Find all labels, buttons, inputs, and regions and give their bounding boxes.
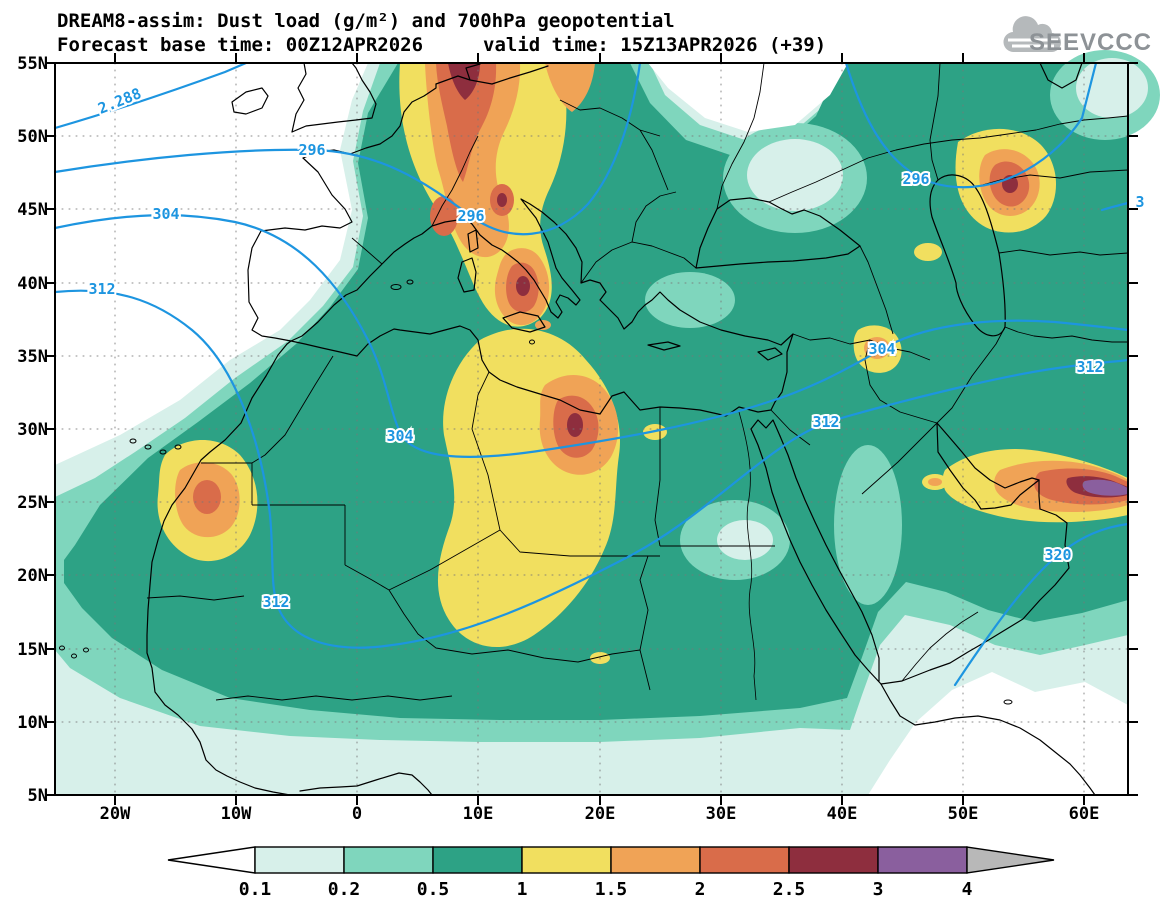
colorbar-label: 2.5: [773, 879, 806, 900]
colorbar-segment: [343, 846, 434, 874]
colorbar-label: 0.2: [328, 879, 361, 900]
lat-tick-label: 5N: [28, 786, 48, 806]
lon-tick-label: 50E: [948, 804, 979, 824]
dust-region-2: [193, 63, 1128, 514]
colorbar-label: 0.5: [417, 879, 450, 900]
geopotential-contours: 2.288 296 304 312 296 304 312 304 296 31…: [53, 61, 1147, 687]
axis-ticks: [45, 53, 1138, 805]
contour-label: 296: [902, 170, 929, 188]
clear-region-east-europe: [648, 63, 848, 132]
lat-tick-label: 15N: [17, 640, 48, 660]
colorbar-segment: [432, 846, 523, 874]
contour-label: 312: [1076, 358, 1103, 376]
lat-axis: 55N 50N 45N 40N 35N 30N 25N 20N 15N 10N …: [17, 54, 48, 806]
contour-label: 312: [262, 593, 289, 611]
country-borders: [146, 62, 1129, 701]
contour-296-east: [844, 61, 1098, 189]
colorbar-segment: [788, 846, 879, 874]
low-dust-patches: [645, 50, 1160, 605]
figure-valid-time: valid time: 15Z13APR2026 (+39): [483, 34, 826, 56]
lat-tick-label: 40N: [17, 274, 48, 294]
lon-tick-label: 10E: [463, 804, 494, 824]
colorbar-label: 4: [962, 879, 973, 900]
cloud-icon: [1003, 16, 1062, 53]
colorbar-segment: [877, 846, 968, 874]
lon-tick-label: 10W: [221, 804, 252, 824]
contour-288: [53, 61, 248, 130]
lon-tick-label: 30E: [706, 804, 737, 824]
contour-label: 296: [298, 141, 325, 159]
contour-label: 296: [457, 207, 484, 225]
lat-tick-label: 45N: [17, 200, 48, 220]
contour-label: 320: [1044, 546, 1071, 564]
clear-region-horn-of-africa: [868, 672, 1128, 795]
contour-320: [953, 522, 1130, 687]
contour-296-west: [53, 61, 642, 236]
contour-312: [53, 289, 1130, 649]
figure-title: DREAM8-assim: Dust load (g/m²) and 700hP…: [57, 10, 675, 32]
colorbar-over-arrow: [966, 846, 1055, 874]
no-dust-regions: [55, 63, 1128, 795]
lat-tick-label: 20N: [17, 566, 48, 586]
colorbar-segment: [521, 846, 612, 874]
lon-axis: 20W 10W 0 10E 20E 30E 40E 50E 60E: [100, 804, 1100, 824]
lat-tick-label: 10N: [17, 713, 48, 733]
contour-label: 312: [88, 280, 115, 298]
contour-stub-east: [1100, 201, 1130, 212]
colorbar: 0.1 0.2 0.5 1 1.5 2 2.5 3 4: [167, 846, 1055, 900]
colorbar-segment: [610, 846, 701, 874]
lon-tick-label: 60E: [1069, 804, 1100, 824]
lat-tick-label: 55N: [17, 54, 48, 74]
contour-304: [53, 214, 1130, 458]
colorbar-label: 3: [873, 879, 884, 900]
coastlines: [59, 62, 1096, 796]
colorbar-segment: [699, 846, 790, 874]
contour-label: 304: [152, 205, 179, 223]
colorbar-label: 0.1: [239, 879, 272, 900]
colorbar-under-arrow: [167, 846, 256, 874]
dust-fill-layer: [55, 50, 1160, 795]
lat-tick-label: 25N: [17, 493, 48, 513]
contour-label: 304: [868, 340, 895, 358]
colorbar-segment: [254, 846, 345, 874]
contour-label: 304: [386, 427, 413, 445]
colorbar-label: 1.5: [595, 879, 628, 900]
lon-tick-label: 20W: [100, 804, 131, 824]
lat-tick-label: 35N: [17, 347, 48, 367]
brand-text: SEEVCCC: [1029, 29, 1152, 56]
seevccc-logo: SEEVCCC: [1003, 16, 1152, 56]
lat-tick-label: 30N: [17, 420, 48, 440]
colorbar-label: 2: [695, 879, 706, 900]
lon-tick-label: 20E: [585, 804, 616, 824]
lon-tick-label: 40E: [827, 804, 858, 824]
lon-tick-label: 0: [352, 804, 362, 824]
lat-tick-label: 50N: [17, 127, 48, 147]
clear-region-atlantic: [55, 63, 368, 465]
small-islands: [59, 279, 1013, 705]
contour-label: 3: [1135, 193, 1144, 211]
figure-base-time: Forecast base time: 00Z12APR2026: [57, 34, 423, 56]
dust-region-3: [1082, 479, 1128, 496]
nile-river: [738, 411, 757, 701]
contour-label: 312: [812, 413, 839, 431]
colorbar-label: 1: [517, 879, 528, 900]
